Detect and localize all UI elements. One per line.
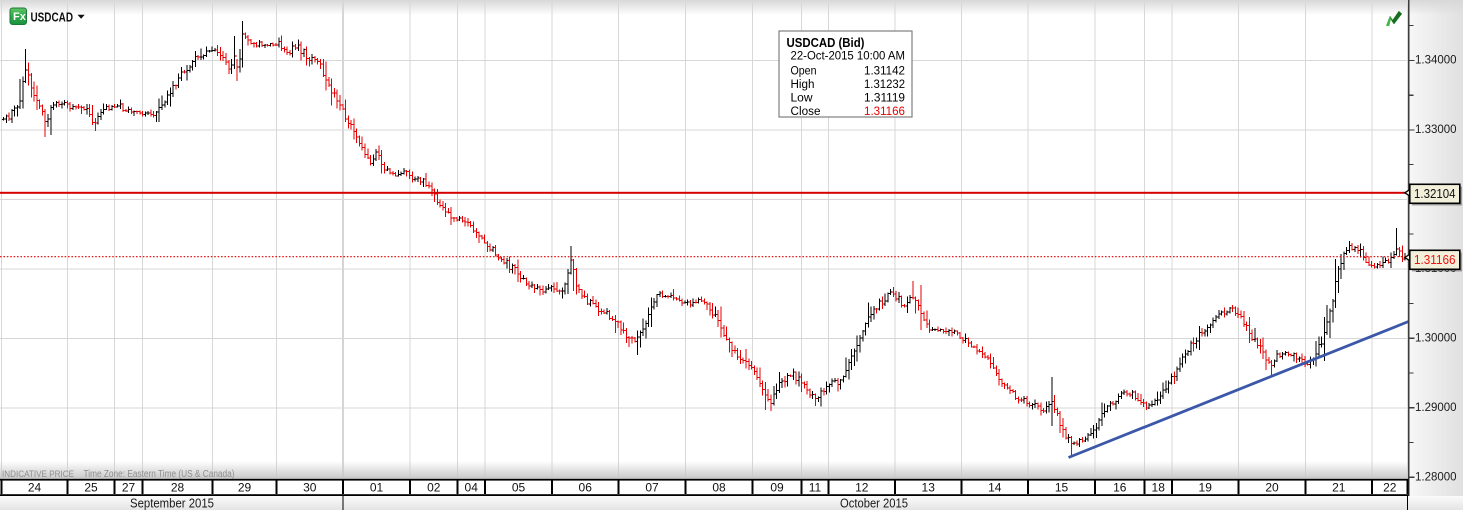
svg-text:Open: Open [791, 64, 817, 78]
svg-text:07: 07 [645, 480, 659, 494]
svg-text:22: 22 [1383, 480, 1397, 494]
svg-text:USDCAD (Bid): USDCAD (Bid) [787, 36, 865, 50]
svg-text:12: 12 [855, 480, 869, 494]
svg-text:04: 04 [465, 480, 479, 494]
svg-text:28: 28 [171, 480, 185, 494]
svg-text:21: 21 [1332, 480, 1346, 494]
svg-text:1.31142: 1.31142 [864, 64, 905, 78]
svg-text:25: 25 [84, 480, 98, 494]
svg-text:1.34000: 1.34000 [1415, 54, 1457, 66]
svg-text:Low: Low [791, 91, 813, 105]
svg-text:16: 16 [1113, 480, 1127, 494]
svg-text:October 2015: October 2015 [840, 497, 908, 510]
svg-text:02: 02 [427, 480, 441, 494]
svg-text:INDICATIVE PRICE: INDICATIVE PRICE [2, 469, 74, 480]
svg-text:06: 06 [579, 480, 593, 494]
svg-text:15: 15 [1055, 480, 1069, 494]
svg-text:Close: Close [791, 104, 821, 118]
svg-text:Time Zone: Eastern Time (US &: Time Zone: Eastern Time (US & Canada) [84, 469, 235, 480]
svg-text:1.30000: 1.30000 [1415, 332, 1457, 344]
svg-text:08: 08 [712, 480, 726, 494]
svg-text:1.28000: 1.28000 [1415, 471, 1457, 483]
svg-text:05: 05 [512, 480, 526, 494]
svg-text:Fx: Fx [13, 11, 27, 23]
svg-text:30: 30 [303, 480, 317, 494]
svg-text:11: 11 [809, 480, 822, 494]
svg-text:1.32104: 1.32104 [1414, 187, 1456, 201]
svg-text:09: 09 [770, 480, 784, 494]
svg-text:USDCAD: USDCAD [31, 11, 74, 25]
svg-text:20: 20 [1265, 480, 1279, 494]
svg-text:1.31166: 1.31166 [864, 104, 905, 118]
svg-text:September 2015: September 2015 [130, 497, 214, 510]
svg-text:22-Oct-2015 10:00 AM: 22-Oct-2015 10:00 AM [791, 49, 906, 63]
svg-text:1.31232: 1.31232 [864, 77, 905, 91]
svg-text:1.31166: 1.31166 [1414, 253, 1456, 267]
svg-text:27: 27 [122, 480, 136, 494]
svg-text:18: 18 [1152, 480, 1166, 494]
svg-text:1.33000: 1.33000 [1415, 124, 1457, 136]
svg-text:14: 14 [988, 480, 1002, 494]
svg-text:High: High [791, 77, 815, 91]
svg-text:19: 19 [1199, 480, 1213, 494]
svg-text:24: 24 [28, 480, 42, 494]
svg-text:1.31119: 1.31119 [864, 91, 905, 105]
svg-text:01: 01 [370, 480, 384, 494]
svg-text:1.29000: 1.29000 [1415, 402, 1457, 414]
svg-text:29: 29 [238, 480, 252, 494]
svg-text:13: 13 [922, 480, 936, 494]
